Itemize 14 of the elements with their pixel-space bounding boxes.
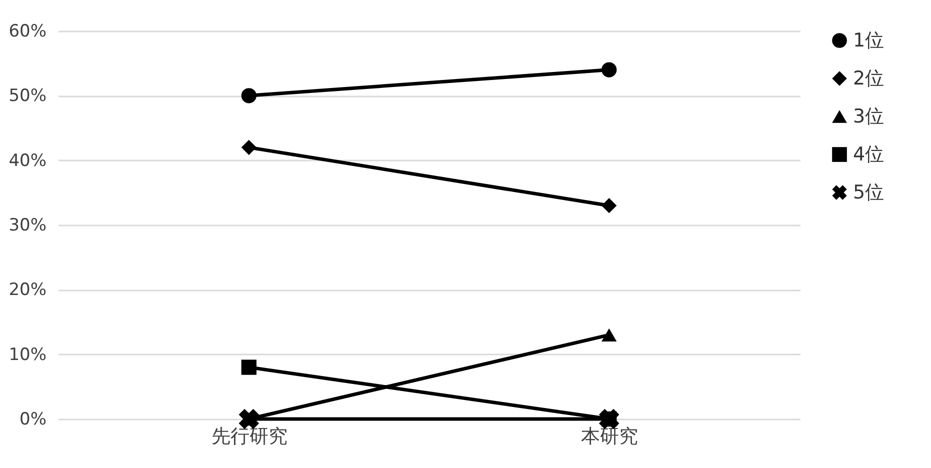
legend-label: 1位 [853, 30, 884, 52]
y-tick-label: 60% [8, 22, 46, 42]
legend-label: 2位 [853, 68, 884, 90]
y-tick-label: 10% [8, 344, 46, 365]
legend-label: 4位 [853, 144, 884, 166]
x-tick-label: 先行研究 [211, 426, 288, 448]
y-tick-label: 0% [20, 410, 46, 430]
legend-label: 5位 [853, 182, 884, 204]
y-tick-label: 20% [8, 280, 46, 300]
x-tick-label: 本研究 [581, 426, 638, 448]
y-tick-label: 40% [8, 150, 46, 171]
y-tick-label: 50% [8, 86, 46, 106]
y-tick-label: 30% [8, 216, 46, 236]
legend-label: 3位 [853, 106, 884, 128]
